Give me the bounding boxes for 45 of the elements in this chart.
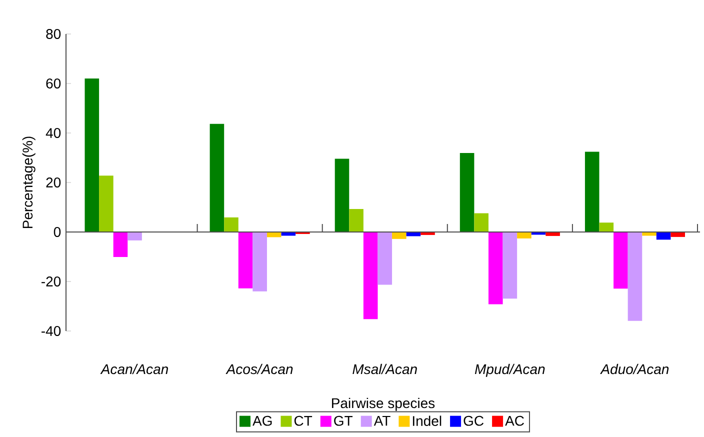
bar (628, 232, 642, 321)
bar (334, 158, 350, 232)
legend-label: GC (464, 416, 484, 426)
x-tick-label: Acos/Acan (226, 364, 293, 374)
y-tick-label: 40 (46, 128, 61, 138)
legend-label: AG (252, 416, 272, 426)
legend-label: AC (505, 416, 524, 426)
bar (378, 232, 392, 285)
bar (84, 78, 100, 232)
x-tick-label: Aduo/Acan (600, 364, 669, 374)
bar (584, 152, 600, 232)
bar (474, 213, 488, 232)
y-tick-label: -40 (42, 326, 61, 336)
y-tick-label: 20 (46, 178, 61, 188)
bar (99, 176, 114, 232)
bar (614, 232, 628, 289)
bar (210, 124, 224, 232)
y-tick-label: -20 (42, 276, 61, 286)
bar (488, 232, 503, 304)
legend-label: GT (334, 416, 353, 426)
x-tick-label: Acan/Acan (100, 364, 168, 374)
legend-label: AT (374, 416, 390, 426)
bar (599, 222, 614, 232)
x-tick-label: Msal/Acan (352, 364, 417, 374)
bar (363, 232, 378, 320)
x-tick-label: Mpud/Acan (474, 364, 545, 377)
bar (517, 232, 532, 238)
bar (128, 232, 142, 240)
y-axis-title: Percentage(%) (22, 136, 36, 228)
bar (502, 232, 518, 299)
legend-label: CT (294, 416, 312, 426)
bar (670, 232, 685, 237)
bar (392, 232, 406, 239)
legend-label: Indel (412, 416, 442, 426)
y-tick-label: 60 (46, 78, 61, 88)
bar (252, 232, 267, 292)
bar (224, 217, 238, 232)
y-tick-label: 0 (54, 227, 61, 237)
bar (349, 208, 364, 232)
bar (460, 153, 474, 232)
bar (113, 232, 128, 257)
bar (238, 232, 253, 288)
x-axis-title: Pairwise species (332, 398, 435, 411)
bar (546, 232, 560, 236)
y-tick-label: 80 (46, 29, 61, 39)
